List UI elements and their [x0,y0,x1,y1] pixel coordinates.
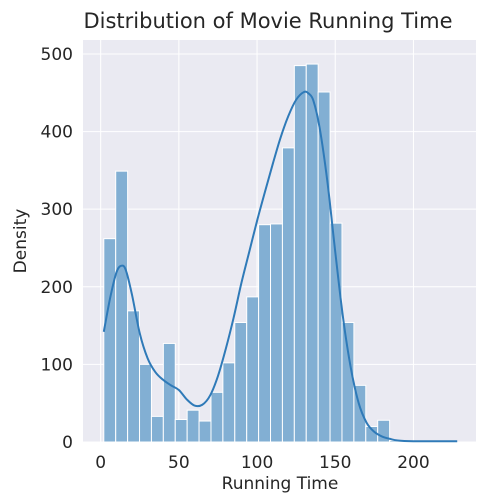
x-tick-labels: 0 50 100 150 200 [95,453,429,473]
y-tick-label: 100 [41,355,73,375]
y-tick-label: 500 [41,45,73,65]
histogram-bar [127,310,141,443]
y-axis-label: Density [11,209,31,274]
x-tick-label: 100 [241,453,273,473]
y-tick-label: 0 [62,433,73,453]
histogram-bar [139,363,152,443]
histogram-bar [281,147,295,443]
x-tick-label: 50 [168,453,190,473]
histogram-bar [317,91,331,443]
histogram-bar [210,391,224,443]
histogram-bar [377,419,391,443]
histogram-bar [270,223,283,443]
histogram-bar [234,321,248,443]
histogram-bar [186,409,200,443]
histogram-bar [258,224,272,443]
histogram-bar [198,420,212,443]
histogram-bar [222,362,236,443]
x-axis-label: Running Time [222,474,339,494]
x-tick-label: 150 [319,453,351,473]
histogram-bars [103,63,403,443]
histogram-bar [174,418,188,443]
y-tick-label: 200 [41,278,73,298]
chart-title: Distribution of Movie Running Time [83,9,452,33]
histogram-bar [150,415,164,443]
kde-curve [102,90,458,443]
histogram-bar [115,170,129,443]
x-tick-label: 0 [95,453,106,473]
histogram-bar [353,384,367,443]
histogram-bar [103,238,117,443]
histogram-bar [341,321,355,443]
x-tick-label: 200 [397,453,429,473]
histogram-bar [293,65,307,443]
histogram-bar [246,296,260,443]
y-tick-labels: 0 100 200 300 400 500 [41,45,73,453]
histogram-bar [162,342,176,443]
histogram-bar [305,63,319,443]
y-tick-label: 400 [41,123,73,143]
y-tick-label: 300 [41,200,73,220]
